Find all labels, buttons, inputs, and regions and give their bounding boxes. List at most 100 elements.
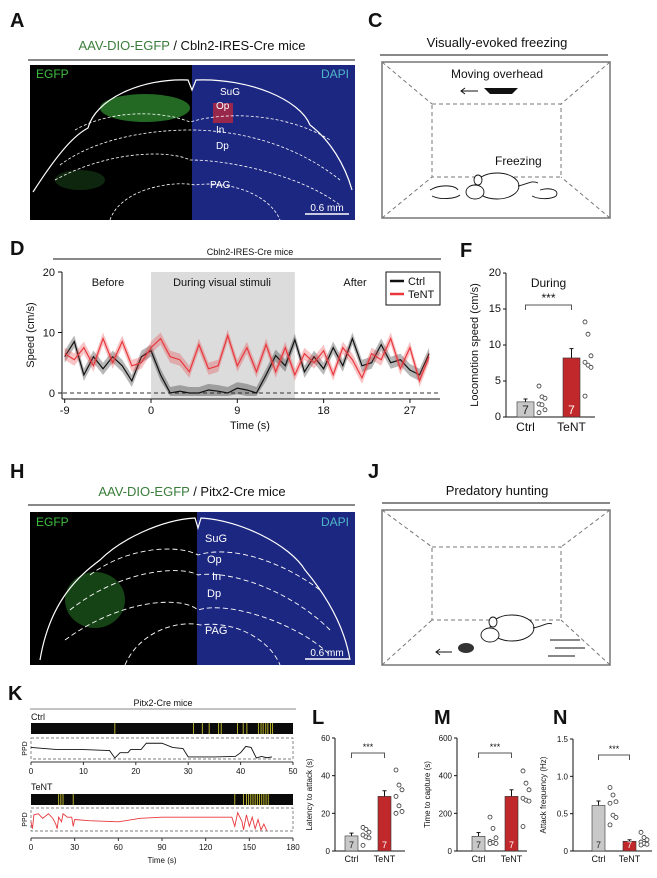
n-label-ctrl: 7 — [476, 840, 481, 850]
period-label: Before — [92, 277, 124, 289]
y-tick-label: 0 — [564, 847, 569, 856]
y-axis-label: PPD — [22, 812, 29, 826]
x-tick-label-tent: TeNT — [557, 420, 586, 434]
egfp-signal-deep — [55, 170, 105, 190]
mouse-icon — [429, 172, 558, 200]
mouse-line-label: / Pitx2-Cre mice — [190, 484, 286, 499]
x-tick-label: 0 — [29, 843, 34, 852]
data-point-tent — [520, 824, 526, 829]
x-tick-label-ctrl: Ctrl — [516, 420, 535, 434]
significance-bracket — [478, 752, 512, 758]
data-point-tent — [582, 359, 588, 365]
row-label-ctrl: Ctrl — [31, 712, 45, 722]
panel-label-n: N — [553, 707, 567, 729]
y-tick-label: 15 — [489, 303, 501, 315]
panel-a: A AAV-DIO-EGFP / Cbln2-IRES-Cre mice EGF… — [10, 10, 355, 221]
data-point-ctrl — [542, 407, 548, 413]
data-point-ctrl — [536, 410, 542, 416]
arrow-left-icon — [435, 648, 452, 656]
data-point-ctrl — [536, 383, 542, 389]
panel-a-title: AAV-DIO-EGFP / Cbln2-IRES-Cre mice — [78, 38, 305, 53]
panel-label-k: K — [8, 683, 23, 705]
data-point-tent — [582, 393, 588, 399]
bar-tent — [622, 840, 637, 852]
region-op: Op — [207, 554, 222, 566]
x-tick-label: 150 — [243, 843, 257, 852]
x-tick-label: 40 — [236, 767, 245, 776]
legend — [385, 271, 441, 306]
y-axis-label: Time to capture (s) — [423, 761, 432, 828]
x-tick-label: 120 — [199, 843, 213, 852]
panel-c-title: Visually-evoked freezing — [427, 35, 568, 50]
x-tick-label-ctrl: Ctrl — [592, 854, 606, 864]
data-point-ctrl — [607, 785, 613, 790]
data-point-ctrl — [366, 835, 372, 841]
overhead-disc-icon — [484, 88, 518, 94]
data-point-tent — [393, 793, 399, 799]
attack-raster-ctrl — [31, 723, 293, 734]
data-point-ctrl — [363, 826, 369, 832]
significance-bracket — [598, 754, 630, 760]
y-axis-label: Attack frequency (Hz) — [539, 756, 548, 833]
data-point-tent — [644, 841, 650, 847]
y-axis-label: PPD — [22, 741, 29, 755]
behavior-label: Freezing — [495, 154, 542, 168]
data-point-tent — [399, 787, 405, 793]
x-tick-label: 18 — [317, 405, 329, 417]
panel-k: K Pitx2-Cre mice Ctrl PPD 0 10 20 30 40 50 TeNT P… — [8, 683, 300, 865]
y-tick-label: 20 — [321, 809, 330, 818]
data-point-tent — [393, 767, 399, 773]
panel-f: F 0 5 10 15 20 Locomotion speed (cm/s) 7 Ctrl 7 T… — [460, 240, 595, 434]
region-dp: Dp — [207, 588, 221, 600]
region-sug: SuG — [220, 87, 240, 98]
data-point-tent — [588, 353, 594, 359]
data-point-tent — [520, 768, 526, 774]
data-point-tent — [582, 319, 588, 325]
panel-m: M 0 200 400 600 Time to capture (s) 7 Ctrl 7 TeN… — [423, 707, 532, 864]
arena-outer — [381, 61, 611, 219]
x-axis-label: Time (s) — [230, 420, 270, 432]
egfp-channel-label: EGFP — [36, 515, 69, 529]
x-tick-label: 180 — [286, 843, 300, 852]
data-point-ctrl — [607, 800, 613, 806]
x-tick-label: 0 — [148, 405, 154, 417]
dapi-channel-label: DAPI — [321, 67, 349, 81]
x-tick-label: 9 — [234, 405, 240, 417]
data-point-ctrl — [366, 829, 372, 835]
x-tick-label: 0 — [29, 767, 34, 776]
significance-stars: *** — [609, 744, 620, 754]
data-point-ctrl — [487, 814, 493, 820]
data-point-tent — [396, 803, 402, 809]
region-op: Op — [216, 101, 230, 112]
scale-bar-label: 0.6 mm — [310, 648, 343, 659]
n-label-tent: 7 — [627, 840, 632, 850]
scale-bar-label: 0.6 mm — [310, 203, 343, 214]
data-point-ctrl — [610, 792, 616, 798]
x-tick-label: 30 — [70, 843, 79, 852]
y-tick-label: 20 — [489, 267, 501, 279]
layer-boundaries — [64, 548, 331, 666]
arena-edges — [381, 509, 611, 666]
y-tick-label: 600 — [439, 734, 453, 743]
dapi-channel-label: DAPI — [321, 515, 349, 529]
x-tick-label: 20 — [131, 767, 140, 776]
data-point-tent — [638, 829, 644, 835]
y-tick-label: 0.5 — [557, 810, 569, 819]
x-tick-label-ctrl: Ctrl — [472, 854, 486, 864]
brain-outline — [39, 517, 351, 661]
y-tick-label: 10 — [489, 339, 501, 351]
ppd-box-ctrl — [30, 737, 294, 760]
construct-label: AAV-DIO-EGFP — [98, 484, 189, 499]
y-tick-label: 400 — [439, 772, 453, 781]
data-point-tent — [526, 798, 532, 804]
panel-label-m: M — [434, 707, 451, 729]
data-point-tent — [399, 809, 405, 814]
y-tick-label: 40 — [321, 772, 330, 781]
y-tick-label: 20 — [43, 267, 55, 279]
x-tick-label-tent: TeNT — [619, 854, 641, 864]
y-tick-label: 0 — [448, 847, 453, 856]
bar-ctrl — [516, 401, 535, 418]
significance-stars: *** — [363, 742, 374, 752]
stimulus-shading — [151, 272, 295, 399]
y-tick-label: 5 — [495, 375, 501, 387]
